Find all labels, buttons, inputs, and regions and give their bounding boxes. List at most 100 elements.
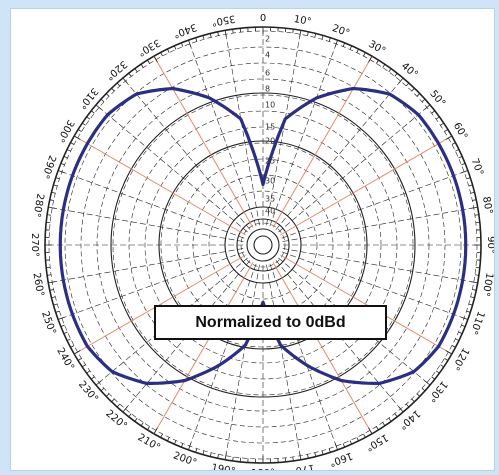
- outer-tick: [153, 427, 158, 434]
- outer-tick: [95, 104, 102, 110]
- outer-tick: [328, 448, 331, 453]
- outer-tick: [116, 403, 121, 408]
- outer-tick: [416, 393, 421, 397]
- angle-tick-label: 190°: [211, 463, 237, 470]
- outer-tick: [232, 29, 234, 34]
- outer-tick: [424, 380, 431, 386]
- outer-tick: [202, 450, 205, 455]
- radial-tick-label: 30: [265, 177, 275, 186]
- outer-tick: [82, 364, 86, 368]
- grid-spoke: [188, 40, 257, 227]
- angle-tick-label: 290°: [39, 154, 58, 180]
- outer-tick: [105, 93, 110, 97]
- outer-tick: [321, 450, 324, 455]
- major-ring: [246, 228, 280, 262]
- outer-tick: [307, 31, 309, 36]
- outer-tick: [173, 45, 177, 50]
- normalization-note: Normalized to 0dBd: [154, 305, 387, 340]
- outer-tick: [49, 199, 54, 201]
- grid-spoke: [282, 248, 478, 284]
- outer-tick: [217, 31, 219, 36]
- grid-spoke: [95, 257, 248, 386]
- polar-chart: 0 10°20°30°40°50°60°70°80°90°100°110°120°…: [29, 11, 494, 470]
- outer-tick: [468, 184, 473, 187]
- outer-tick: [314, 452, 317, 457]
- outer-tick: [82, 122, 86, 126]
- outer-tick: [195, 37, 198, 42]
- outer-tick: [474, 274, 479, 276]
- angle-tick-label: 10°: [293, 14, 312, 28]
- outer-tick: [70, 345, 75, 348]
- grid-spoke: [58, 251, 245, 320]
- outer-tick: [376, 426, 379, 431]
- outer-tick: [470, 206, 478, 209]
- outer-tick: [356, 437, 359, 442]
- outer-tick: [445, 350, 452, 355]
- angle-tick-label: 250°: [39, 310, 58, 336]
- outer-tick: [49, 289, 54, 291]
- outer-tick: [180, 42, 184, 47]
- outer-tick: [388, 68, 392, 73]
- outer-tick: [388, 417, 392, 422]
- grid-spoke: [48, 206, 244, 242]
- angle-tick-label: 150°: [364, 431, 390, 453]
- outer-tick: [424, 104, 431, 110]
- minor-ring: [80, 62, 446, 428]
- accent-spoke: [280, 254, 453, 355]
- outer-tick: [466, 310, 471, 313]
- outer-tick: [445, 135, 452, 140]
- outer-tick: [51, 296, 56, 299]
- outer-tick: [431, 110, 436, 114]
- outer-tick: [394, 72, 398, 77]
- outer-tick: [173, 440, 177, 445]
- outer-tick: [405, 403, 410, 408]
- outer-tick: [461, 324, 466, 328]
- outer-tick: [382, 422, 386, 426]
- angle-tick-label: 120°: [449, 346, 471, 372]
- outer-tick: [356, 48, 359, 53]
- outer-tick: [458, 331, 463, 335]
- angle-tick-label: 130°: [425, 378, 449, 404]
- grid-spoke: [269, 263, 338, 450]
- radial-tick-label: 20: [265, 137, 275, 146]
- outer-tick: [100, 98, 105, 103]
- angle-tick-label: 200°: [172, 450, 198, 469]
- outer-tick: [470, 281, 478, 284]
- grid-spoke: [224, 30, 260, 226]
- outer-tick: [314, 33, 317, 38]
- outer-tick: [58, 170, 65, 174]
- outer-tick: [202, 35, 205, 40]
- outer-tick: [470, 296, 475, 299]
- minor-ring: [96, 78, 430, 412]
- outer-tick: [47, 214, 52, 216]
- outer-tick: [63, 155, 68, 159]
- outer-tick: [160, 52, 163, 57]
- outer-tick: [376, 59, 379, 64]
- accent-spoke: [272, 262, 373, 435]
- outer-tick: [48, 206, 56, 209]
- outer-tick: [421, 98, 426, 103]
- outer-tick: [195, 448, 198, 453]
- outer-tick: [349, 45, 353, 50]
- grid-spoke: [95, 104, 248, 233]
- outer-tick: [122, 77, 128, 84]
- grid-spoke: [281, 170, 468, 239]
- outer-tick: [140, 422, 144, 426]
- grid-spoke: [269, 40, 338, 227]
- angle-tick-label: 320°: [103, 58, 129, 82]
- radial-tick-label: 6: [265, 69, 270, 78]
- outer-tick: [188, 443, 192, 450]
- outer-tick: [421, 387, 426, 392]
- outer-tick: [60, 324, 65, 328]
- radial-tick-label: 8: [265, 85, 270, 94]
- outer-tick: [398, 77, 404, 84]
- grid-spoke: [48, 248, 244, 284]
- outer-tick: [444, 129, 449, 132]
- grid-spoke: [275, 77, 404, 230]
- outer-tick: [224, 452, 227, 460]
- outer-tick: [363, 433, 366, 438]
- outer-tick: [334, 443, 338, 450]
- outer-tick: [105, 393, 110, 397]
- outer-tick: [70, 142, 75, 145]
- grid-spoke: [282, 206, 478, 242]
